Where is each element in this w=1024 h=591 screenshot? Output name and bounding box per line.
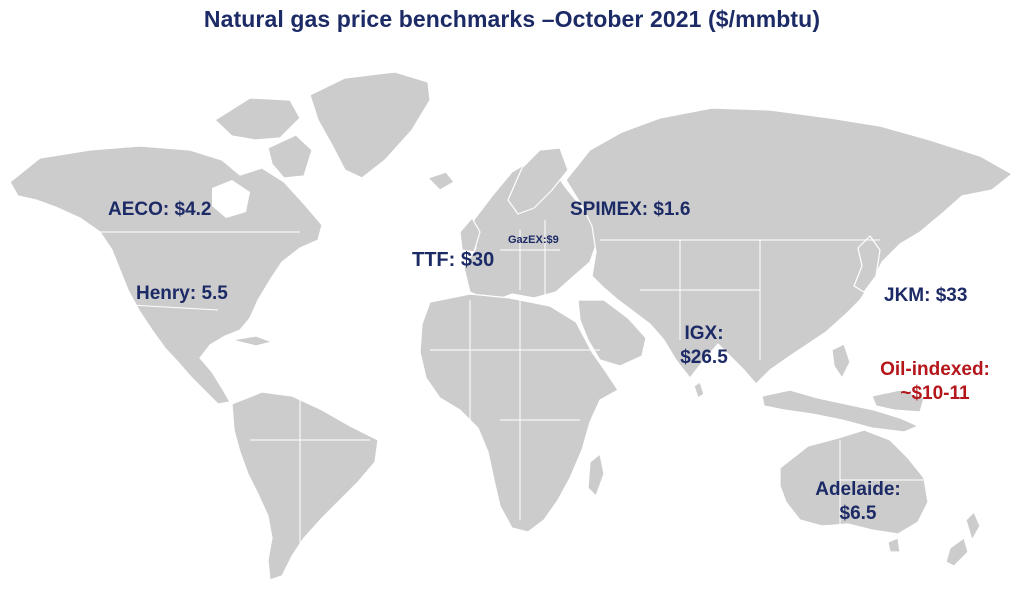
map-title: Natural gas price benchmarks –October 20… — [203, 6, 821, 32]
australia-borders — [839, 440, 926, 526]
europe-borders — [500, 220, 560, 295]
new-guinea-landmass — [871, 389, 925, 413]
arctic-islands-landmass — [214, 97, 301, 141]
oil-indexed-price-label: Oil-indexed: ~$10-11 — [868, 358, 1002, 406]
oil-indexed-value: ~$10-11 — [900, 383, 970, 404]
british-isles-landmass — [459, 217, 481, 253]
australia-landmass — [779, 429, 929, 535]
greenland-landmass — [309, 71, 431, 179]
scandinavia-landmass — [507, 147, 569, 215]
ttf-price-label: TTF: $30 — [412, 249, 495, 271]
japan-landmass — [853, 235, 881, 293]
jkm-price-label: JKM: $33 — [884, 285, 968, 306]
south-america-landmass — [231, 391, 379, 581]
henry-hub-price-label: Henry: 5.5 — [136, 283, 228, 304]
adelaide-name: Adelaide: — [815, 479, 901, 500]
adelaide-price-label: Adelaide: $6.5 — [806, 478, 910, 526]
sri-lanka-landmass — [693, 381, 705, 399]
iceland-landmass — [427, 171, 455, 191]
spimex-price-label: SPIMEX: $1.6 — [570, 199, 691, 220]
new-zealand-south-landmass — [945, 537, 969, 567]
africa-borders — [430, 300, 600, 520]
igx-name: IGX: — [684, 323, 724, 344]
indonesia-landmass — [761, 389, 919, 433]
gazex-price-label: GazEX:$9 — [508, 234, 559, 246]
new-zealand-landmass — [965, 511, 981, 541]
oil-indexed-name: Oil-indexed: — [880, 359, 990, 380]
aeco-price-label: AECO: $4.2 — [108, 199, 212, 220]
south-america-borders — [250, 400, 370, 560]
igx-value: $26.5 — [680, 347, 728, 368]
philippines-landmass — [831, 343, 851, 379]
tasmania-landmass — [887, 537, 901, 553]
us-mexico-border — [129, 304, 219, 311]
caribbean-landmass — [231, 335, 273, 347]
adelaide-value: $6.5 — [839, 503, 877, 524]
madagascar-landmass — [587, 453, 605, 497]
asia-borders — [600, 239, 880, 360]
baffin-island-landmass — [267, 134, 313, 179]
north-america-landmass — [9, 145, 323, 405]
igx-price-label: IGX: $26.5 — [676, 322, 732, 370]
asia-landmass — [565, 107, 1013, 385]
